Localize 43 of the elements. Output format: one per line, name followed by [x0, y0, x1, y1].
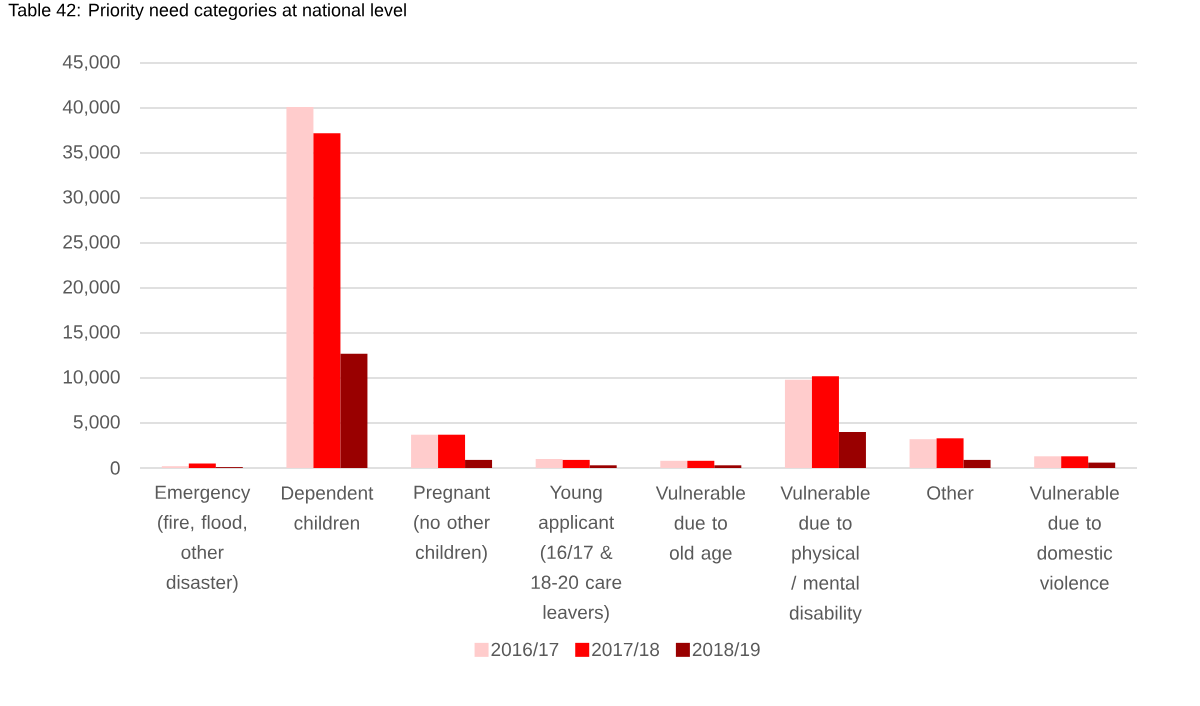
- bar: [438, 434, 466, 468]
- x-tick-label: Vulnerable due to domestic violence: [1029, 485, 1119, 590]
- x-tick-label: Young applicant (16/17 & 18-20 care leavers): [531, 485, 622, 623]
- y-tick-label: 10,000: [63, 370, 120, 386]
- y-tick-label: 45,000: [62, 55, 120, 71]
- bar: [811, 376, 839, 468]
- bar: [313, 133, 341, 468]
- y-tick-label: 25,000: [63, 235, 120, 251]
- y-tick-label: 40,000: [62, 100, 120, 116]
- x-tick-label: Pregnant (no other children): [414, 485, 490, 563]
- bar: [714, 465, 742, 468]
- x-tick-label: Dependent children: [282, 485, 374, 530]
- bar: [1061, 456, 1089, 468]
- x-tick-label: Vulnerable due to physical / mental disability: [780, 485, 870, 624]
- bar: [838, 432, 866, 468]
- legend-label: 2018/19: [692, 642, 760, 657]
- y-tick-label: 0: [110, 461, 120, 475]
- bar: [1034, 456, 1062, 468]
- bar: [465, 459, 493, 468]
- bar: [340, 353, 368, 468]
- y-tick-label: 20,000: [63, 280, 120, 296]
- x-tick-label: Other: [927, 485, 974, 500]
- bar: [687, 460, 715, 468]
- chart-title: Table 42: Priority need categories at national level: [8, 3, 406, 20]
- bar: [411, 434, 439, 468]
- bar: [1088, 462, 1116, 468]
- y-tick-label: 15,000: [63, 325, 120, 341]
- legend-label: 2017/18: [592, 642, 660, 657]
- y-tick-label: 5,000: [73, 415, 120, 431]
- bar: [535, 459, 563, 468]
- bar: [936, 438, 964, 468]
- legend-label: 2016/17: [491, 642, 559, 657]
- bar: [784, 379, 812, 468]
- bar: [589, 465, 617, 468]
- bar: [909, 439, 937, 468]
- bar: [963, 459, 991, 468]
- bar: [286, 107, 314, 468]
- bar: [660, 460, 688, 468]
- x-tick-label: Emergency (fire, flood, other disaster): [155, 485, 251, 593]
- x-tick-label: Vulnerable due to old age: [655, 485, 746, 564]
- y-tick-label: 35,000: [63, 145, 120, 161]
- bar: [562, 459, 590, 468]
- y-tick-label: 30,000: [63, 190, 120, 206]
